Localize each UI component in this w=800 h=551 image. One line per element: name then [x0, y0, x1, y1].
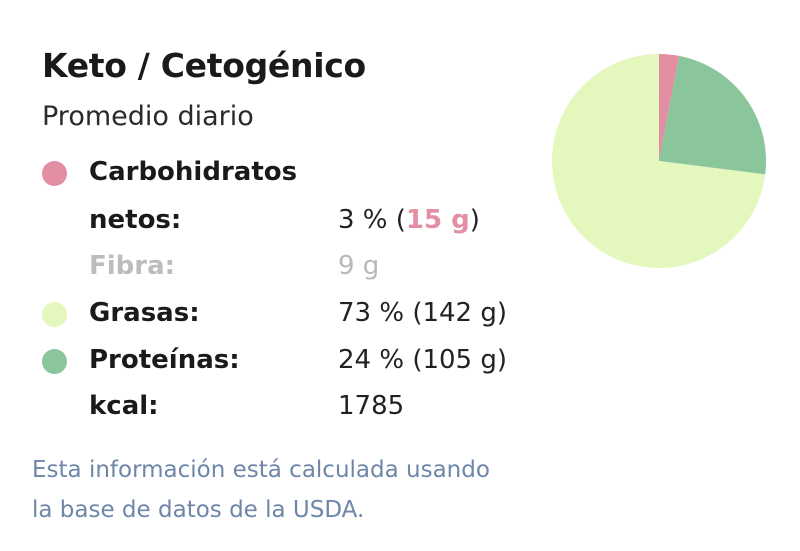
kcal-label: kcal:	[89, 391, 159, 421]
kcal-value: 1785	[338, 391, 405, 421]
protein-legend-dot	[42, 349, 67, 374]
carbs-value-percent: 3 % (	[338, 205, 406, 235]
carbs-value-grams: 15 g	[405, 205, 470, 235]
footnote-line-1: Esta información está calculada usando	[32, 457, 490, 483]
diet-subtitle: Promedio diario	[42, 101, 254, 132]
fiber-value: 9 g	[338, 251, 380, 281]
carbs-label-line1: Carbohidratos	[89, 157, 298, 187]
carbs-value: 3 % (15 g)	[338, 200, 480, 240]
pie-slice-carbohidratos-netos	[659, 54, 680, 161]
fiber-label: Fibra:	[89, 251, 176, 281]
legend-row-kcal: kcal: 1785	[0, 386, 560, 426]
pie-slice-proteinas	[659, 55, 767, 175]
legend-row-fiber: Fibra: 9 g	[0, 246, 560, 286]
usda-footnote: Esta información está calculada usando l…	[32, 450, 592, 530]
diet-title: Keto / Cetogénico	[42, 46, 366, 85]
fat-legend-dot	[42, 302, 67, 327]
pie-slice-grasas	[552, 54, 766, 269]
carbs-value-close: )	[469, 205, 480, 235]
legend-row-carbs-net: netos: 3 % (15 g)	[0, 200, 560, 240]
legend-row-fat: Grasas: 73 % (142 g)	[0, 293, 560, 333]
carbs-legend-dot	[42, 161, 67, 186]
macro-pie-chart	[552, 54, 767, 269]
protein-label: Proteínas:	[89, 345, 240, 375]
legend-row-carbs: Carbohidratos	[0, 152, 560, 192]
fat-value: 73 % (142 g)	[338, 298, 507, 328]
fat-label: Grasas:	[89, 298, 200, 328]
footnote-line-2: la base de datos de la USDA.	[32, 497, 365, 523]
carbs-label-line2: netos:	[89, 205, 182, 235]
protein-value: 24 % (105 g)	[338, 345, 507, 375]
legend-row-protein: Proteínas: 24 % (105 g)	[0, 340, 560, 380]
